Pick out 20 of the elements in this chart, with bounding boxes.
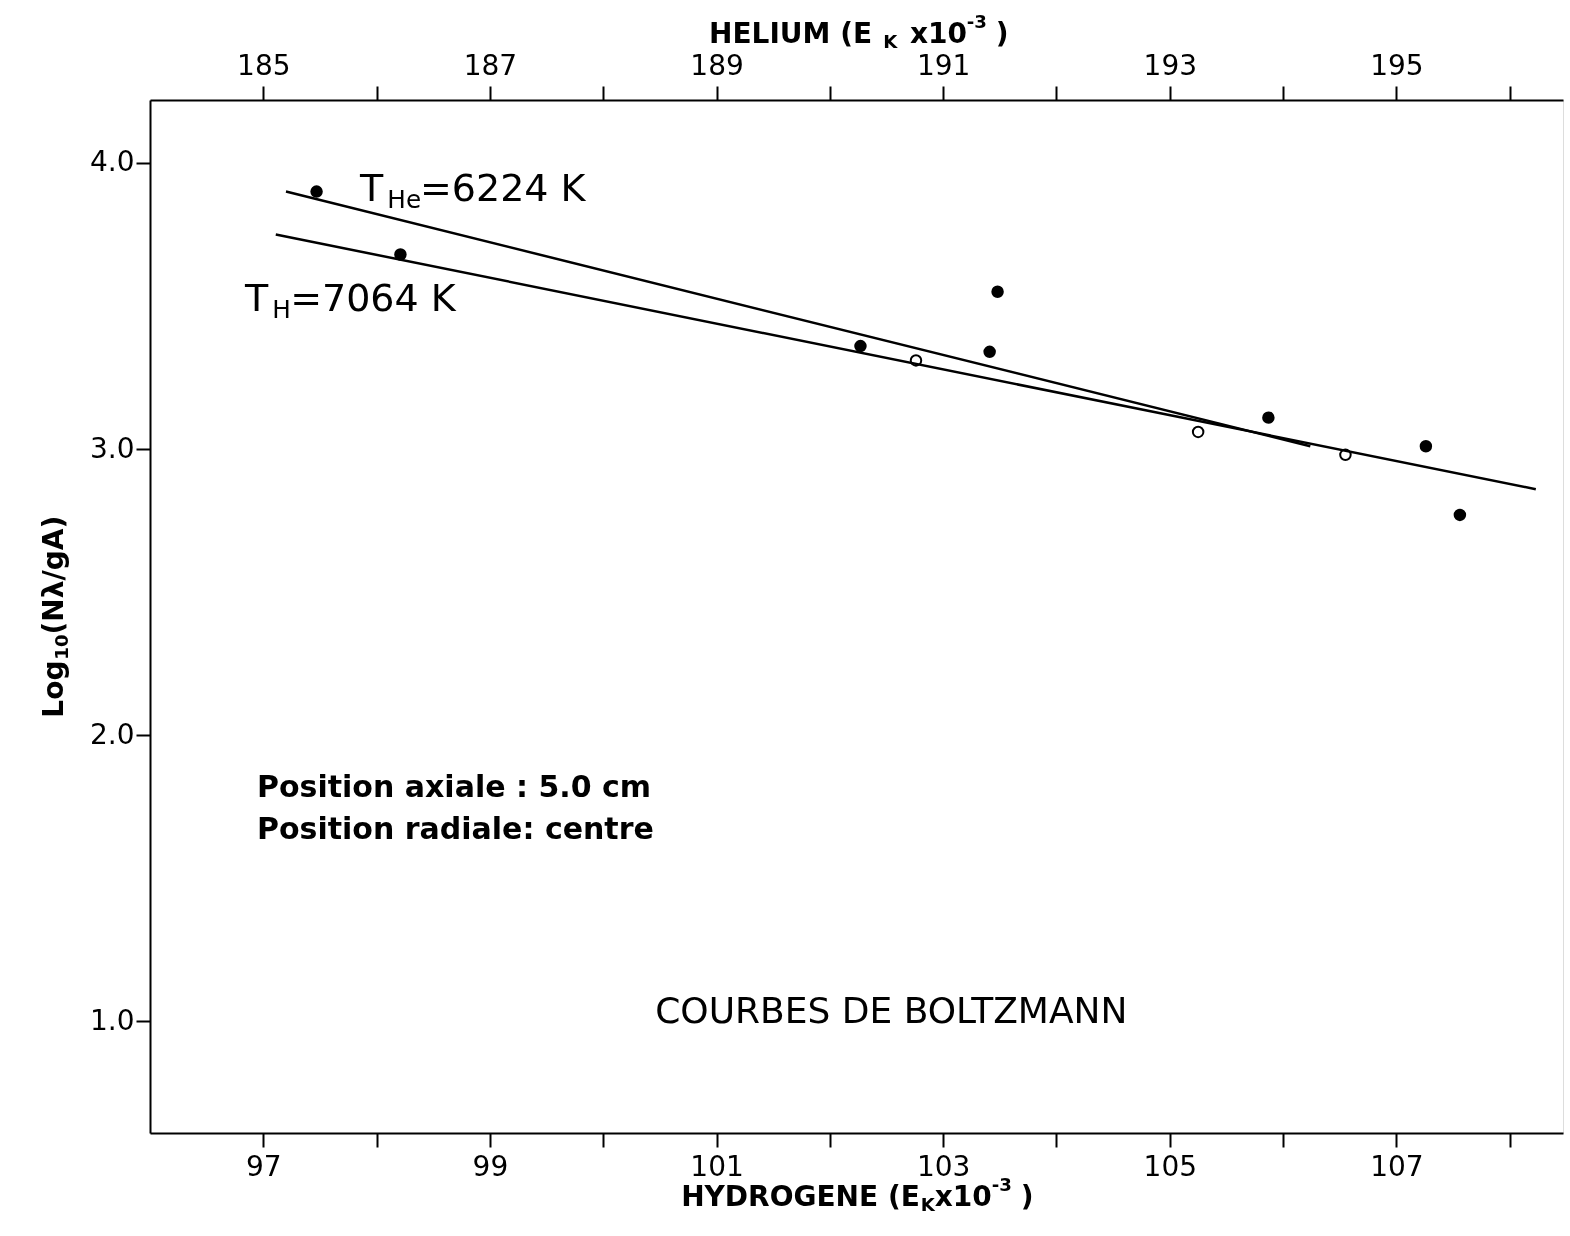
x-tick-label: 103 [916,1149,971,1183]
annotation: Position axiale : 5.0 cm [257,769,652,804]
x-tick-label: 105 [1143,1149,1198,1183]
y-tick-label: 4.0 [89,145,135,179]
x2-tick-label: 193 [1143,48,1198,82]
annotation: COURBES DE BOLTZMANN [655,990,1128,1031]
y-axis-title: Log10(Nλ/gA) [37,515,72,718]
x2-tick-label: 195 [1370,48,1424,82]
x-tick-label: 101 [690,1149,744,1183]
x-tick-label: 97 [245,1149,282,1183]
x2-tick-label: 189 [690,48,744,82]
y-tick-label: 3.0 [89,431,135,465]
x2-tick-label: 187 [463,48,518,82]
annotation: Position radiale: centre [257,811,654,846]
x2-tick-label: 185 [237,48,291,82]
x2-tick-label: 191 [916,48,971,82]
y-tick-label: 1.0 [89,1003,135,1037]
x-tick-label: 107 [1370,1149,1424,1183]
x-tick-label: 99 [472,1149,509,1183]
y-tick-label: 2.0 [89,717,135,751]
